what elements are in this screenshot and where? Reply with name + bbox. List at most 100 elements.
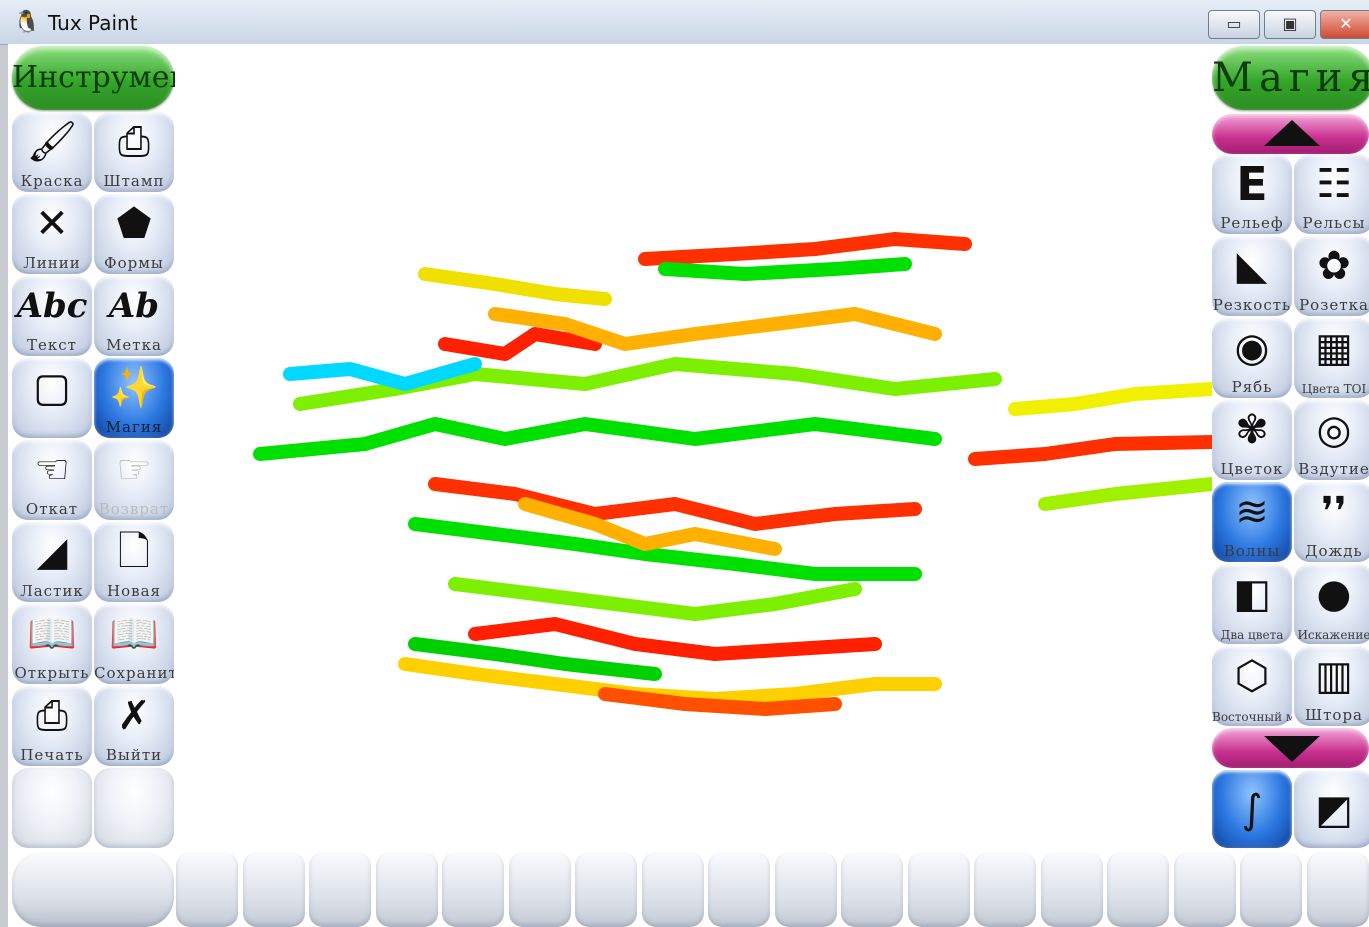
magic-button-curtain[interactable]: ▥ Штора bbox=[1294, 646, 1369, 726]
magic-label: Розетка bbox=[1299, 296, 1369, 314]
tool-button-shapes[interactable]: ⬟ Формы bbox=[94, 194, 174, 274]
color-slot[interactable] bbox=[1306, 852, 1369, 927]
magic-label: Рябь bbox=[1231, 378, 1273, 396]
magic-label: Цвета TOI bbox=[1301, 382, 1367, 396]
sharpen-icon: ◣ bbox=[1236, 243, 1268, 289]
tool-button-paintbrush[interactable]: 🖌 Краска bbox=[12, 112, 92, 192]
tool-label: Печать bbox=[20, 746, 84, 764]
tool-button-print[interactable]: ⎙ Печать bbox=[12, 686, 92, 766]
color-slot[interactable] bbox=[375, 852, 438, 927]
magic-button-rosette[interactable]: ✿ Розетка bbox=[1294, 236, 1369, 316]
eraser-icon: ◢ bbox=[36, 529, 68, 575]
drawing-canvas[interactable] bbox=[175, 44, 1212, 850]
color-slot[interactable] bbox=[907, 852, 970, 927]
magic-button-two-tone[interactable]: ◧ Два цвета bbox=[1212, 564, 1292, 644]
magic-label: Штора bbox=[1305, 706, 1363, 724]
color-slot[interactable] bbox=[841, 852, 903, 927]
magic-button-flower[interactable]: ✾ Цветок bbox=[1212, 400, 1292, 480]
down-arrow-icon bbox=[1264, 736, 1320, 762]
undo-icon: ☜ bbox=[34, 447, 70, 493]
magic-button-fisheye[interactable]: ◎ Вздутие bbox=[1294, 400, 1369, 480]
tool-button-open[interactable]: 📖 Открыть bbox=[12, 604, 92, 684]
magic-button-emboss[interactable]: E Рельеф bbox=[1212, 154, 1292, 234]
tool-button-magic-wand[interactable]: ✨ Магия bbox=[94, 358, 174, 438]
lines-icon: ✕ bbox=[35, 201, 69, 247]
tool-button-undo[interactable]: ☜ Откат bbox=[12, 440, 92, 520]
color-slot[interactable] bbox=[1173, 852, 1236, 927]
up-arrow-icon bbox=[1264, 120, 1320, 146]
magic-label: Волны bbox=[1223, 542, 1281, 560]
close-button[interactable]: ✕ bbox=[1320, 10, 1369, 39]
flower-icon: ✾ bbox=[1235, 407, 1269, 453]
tool-label: Выйти bbox=[105, 746, 163, 764]
tool-label: Возврат bbox=[98, 500, 170, 518]
color-slot[interactable] bbox=[1040, 852, 1103, 927]
empty-tool-slot bbox=[94, 768, 174, 848]
magic-scroll-up-button[interactable] bbox=[1212, 114, 1369, 154]
color-slot[interactable] bbox=[708, 852, 770, 927]
tool-button-stamp[interactable]: ⎙ Штамп bbox=[94, 112, 174, 192]
tool-label: Текст bbox=[27, 336, 77, 354]
color-slot[interactable] bbox=[508, 852, 571, 927]
color-slot[interactable] bbox=[641, 852, 704, 927]
magic-label: Рельеф bbox=[1220, 214, 1284, 232]
distortion-icon: ● bbox=[1316, 571, 1352, 617]
magic-button-ripple[interactable]: ◉ Рябь bbox=[1212, 318, 1292, 398]
magic-label: Дождь bbox=[1305, 542, 1363, 560]
magic-button-rain[interactable]: ❜❜ Дождь bbox=[1294, 482, 1369, 562]
magic-button-hex-mosaic[interactable]: ⬡ Восточный мозаики bbox=[1212, 646, 1292, 726]
tux-app-icon: 🐧 bbox=[13, 10, 41, 35]
tool-label: Метка bbox=[106, 336, 162, 354]
tool-button-quit[interactable]: ✗ Выйти bbox=[94, 686, 174, 766]
text-icon: Abc bbox=[16, 286, 88, 326]
color-slot[interactable] bbox=[309, 852, 371, 927]
save-icon: 📖 bbox=[109, 611, 159, 657]
tool-button-save[interactable]: 📖 Сохранить bbox=[94, 604, 174, 684]
tool-label: Штамп bbox=[103, 172, 165, 190]
tool-button-lines[interactable]: ✕ Линии bbox=[12, 194, 92, 274]
color-slot[interactable] bbox=[1107, 852, 1169, 927]
waves-icon: ≋ bbox=[1235, 489, 1269, 535]
magic-fullscreen-mode-button[interactable]: ◩ bbox=[1294, 770, 1369, 848]
magic-button-colors[interactable]: ▦ Цвета TOI bbox=[1294, 318, 1369, 398]
window-title: Tux Paint bbox=[48, 11, 138, 35]
tool-button-eraser[interactable]: ◢ Ластик bbox=[12, 522, 92, 602]
magic-button-distortion[interactable]: ● Искажение bbox=[1294, 564, 1369, 644]
magic-button-waves[interactable]: ≋ Волны bbox=[1212, 482, 1292, 562]
magic-label: Вздутие bbox=[1298, 460, 1369, 478]
magic-label: Рельсы bbox=[1302, 214, 1366, 232]
tool-button-redo[interactable]: ☞ Возврат bbox=[94, 440, 174, 520]
magic-button-rails[interactable]: ☷ Рельсы bbox=[1294, 154, 1369, 234]
rosette-icon: ✿ bbox=[1317, 243, 1351, 289]
magic-scroll-down-button[interactable] bbox=[1212, 728, 1369, 768]
tool-button-text[interactable]: Abc Текст bbox=[12, 276, 92, 356]
quit-icon: ✗ bbox=[117, 693, 151, 739]
magic-button-sharpen[interactable]: ◣ Резкость bbox=[1212, 236, 1292, 316]
paint-mode-icon: ∫ bbox=[1241, 787, 1263, 833]
new-icon: 🗋 bbox=[117, 529, 151, 575]
color-preview-slot[interactable] bbox=[12, 852, 174, 927]
color-slot[interactable] bbox=[1240, 852, 1302, 927]
tool-label: Открыть bbox=[14, 664, 90, 682]
color-slot[interactable] bbox=[176, 852, 238, 927]
magic-label: Цветок bbox=[1220, 460, 1284, 478]
magic-label: Восточный мозаики bbox=[1212, 710, 1292, 724]
label-icon: Ab bbox=[108, 286, 160, 326]
tool-button-label[interactable]: Ab Метка bbox=[94, 276, 174, 356]
maximize-button[interactable]: ▣ bbox=[1264, 10, 1316, 39]
color-slot[interactable] bbox=[974, 852, 1036, 927]
minimize-button[interactable]: ▭ bbox=[1208, 10, 1260, 39]
tool-button-fill[interactable]: ▢ bbox=[12, 358, 92, 438]
color-slot[interactable] bbox=[242, 852, 305, 927]
fill-icon: ▢ bbox=[33, 365, 71, 411]
paintbrush-icon: 🖌 bbox=[26, 119, 78, 165]
color-slot[interactable] bbox=[774, 852, 837, 927]
tool-button-new[interactable]: 🗋 Новая bbox=[94, 522, 174, 602]
open-icon: 📖 bbox=[27, 611, 77, 657]
tool-label: Ластик bbox=[20, 582, 84, 600]
magic-paint-mode-button[interactable]: ∫ bbox=[1212, 770, 1292, 848]
ripple-icon: ◉ bbox=[1234, 325, 1270, 371]
color-slot[interactable] bbox=[575, 852, 637, 927]
color-slot[interactable] bbox=[442, 852, 504, 927]
two-tone-icon: ◧ bbox=[1233, 571, 1271, 617]
